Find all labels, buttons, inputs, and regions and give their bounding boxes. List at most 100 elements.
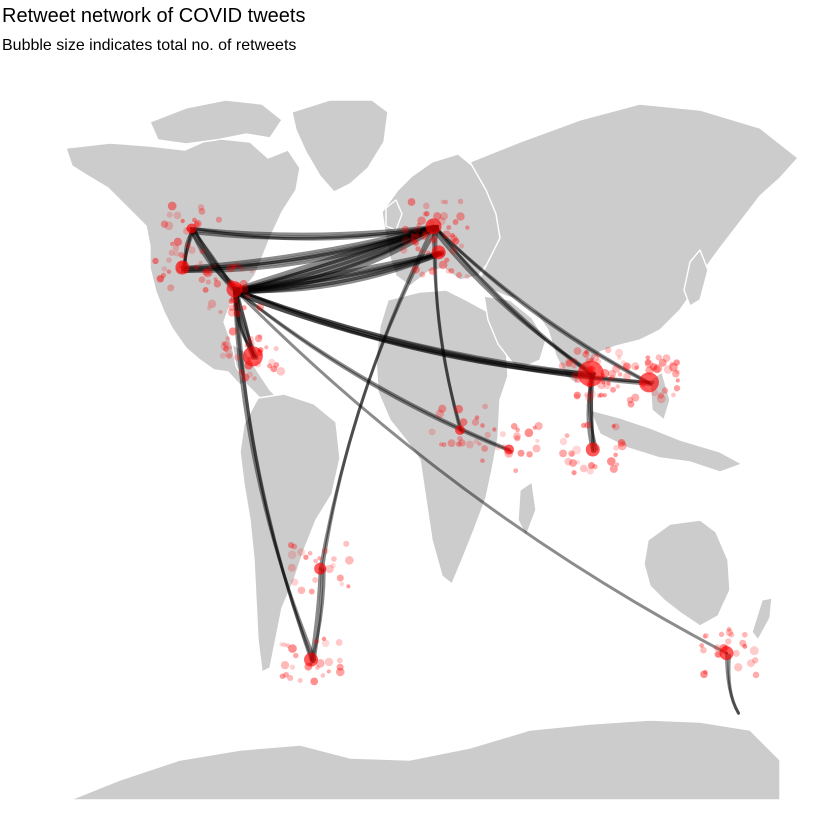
retweet-bubble xyxy=(203,269,212,278)
retweet-bubble xyxy=(573,391,581,399)
retweet-link xyxy=(232,224,440,295)
retweet-bubble xyxy=(584,421,592,429)
retweet-bubble xyxy=(212,263,217,269)
retweet-bubble xyxy=(449,246,458,255)
retweet-bubble xyxy=(645,355,651,361)
page-subtitle: Bubble size indicates total no. of retwe… xyxy=(2,37,297,54)
retweet-bubble xyxy=(268,358,276,366)
retweet-bubble xyxy=(321,547,329,555)
retweet-bubble xyxy=(198,207,206,215)
retweet-bubble xyxy=(669,362,678,372)
retweet-bubble xyxy=(198,260,203,266)
retweet-bubble xyxy=(752,671,760,679)
retweet-bubble xyxy=(499,431,506,438)
retweet-bubble xyxy=(414,233,421,239)
retweet-bubble xyxy=(297,586,306,595)
retweet-bubble xyxy=(173,250,180,257)
retweet-bubble xyxy=(663,365,673,374)
retweet-bubble xyxy=(335,639,343,646)
landmass-arctic-islands xyxy=(149,99,283,145)
retweet-bubble xyxy=(726,627,732,632)
retweet-bubble xyxy=(749,646,759,656)
retweet-bubble xyxy=(439,212,448,221)
retweet-bubble xyxy=(608,376,613,381)
retweet-bubble xyxy=(605,346,612,354)
retweet-bubble xyxy=(661,387,669,394)
retweet-bubble xyxy=(571,372,579,380)
retweet-bubble xyxy=(662,354,671,363)
retweet-bubble xyxy=(244,343,249,348)
retweet-bubble xyxy=(238,265,245,272)
retweet-bubble xyxy=(413,226,421,234)
retweet-link xyxy=(232,287,728,655)
retweet-bubble xyxy=(320,673,326,678)
retweet-bubble xyxy=(480,458,485,463)
retweet-bubble xyxy=(573,393,581,400)
retweet-link xyxy=(180,224,436,269)
retweet-bubble xyxy=(535,438,540,444)
landmass-british-isles xyxy=(385,199,403,231)
retweet-link xyxy=(180,224,438,272)
retweet-bubble xyxy=(232,301,241,310)
retweet-bubble xyxy=(657,392,665,399)
retweet-bubble xyxy=(513,432,521,441)
retweet-bubble xyxy=(449,234,458,243)
retweet-bubble xyxy=(166,211,173,218)
retweet-bubble xyxy=(558,362,566,370)
retweet-bubble xyxy=(442,230,451,239)
retweet-bubble xyxy=(425,228,433,237)
retweet-bubble xyxy=(612,364,621,373)
retweet-bubble xyxy=(215,216,222,223)
retweet-bubble xyxy=(280,660,290,670)
retweet-bubble xyxy=(244,293,251,299)
retweet-bubble xyxy=(725,629,734,637)
retweet-bubble xyxy=(168,249,175,256)
retweet-bubble xyxy=(287,550,297,560)
retweet-bubble xyxy=(572,445,582,455)
retweet-bubble xyxy=(440,199,445,204)
retweet-bubble xyxy=(420,233,428,240)
retweet-bubble xyxy=(465,440,474,449)
retweet-bubble xyxy=(193,264,199,270)
retweet-bubble xyxy=(336,574,344,582)
retweet-link xyxy=(232,250,443,293)
retweet-bubble xyxy=(602,393,607,398)
retweet-bubble xyxy=(672,370,680,378)
retweet-bubble xyxy=(234,262,241,269)
retweet-bubble xyxy=(612,423,620,431)
retweet-bubble xyxy=(611,423,616,429)
retweet-bubble xyxy=(653,364,663,373)
retweet-link xyxy=(232,224,438,293)
retweet-bubble xyxy=(307,550,313,556)
retweet-bubble xyxy=(601,380,606,385)
hub-bubble xyxy=(304,652,319,667)
retweet-bubble xyxy=(429,237,436,245)
retweet-bubble xyxy=(565,359,573,368)
retweet-bubble xyxy=(573,347,582,355)
hub-bubble xyxy=(504,444,515,455)
retweet-bubble xyxy=(213,280,222,288)
retweet-bubble xyxy=(606,381,611,386)
retweet-bubble xyxy=(571,363,577,369)
retweet-bubble xyxy=(270,365,278,373)
retweet-bubble xyxy=(569,452,575,457)
retweet-bubble xyxy=(312,576,319,584)
retweet-link xyxy=(232,291,597,376)
retweet-bubble xyxy=(584,392,589,398)
retweet-bubble xyxy=(226,263,236,273)
page-title: Retweet network of COVID tweets xyxy=(2,5,306,27)
retweet-bubble xyxy=(524,428,534,438)
retweet-bubble xyxy=(514,435,521,442)
landmass-africa xyxy=(375,289,509,585)
retweet-bubble xyxy=(180,218,185,224)
retweet-bubble xyxy=(285,643,291,648)
retweet-bubble xyxy=(464,273,470,280)
hub-bubble xyxy=(455,425,466,435)
retweet-bubble xyxy=(492,427,497,432)
retweet-bubble xyxy=(193,219,202,228)
retweet-bubble xyxy=(455,441,462,447)
retweet-bubble xyxy=(588,462,595,469)
retweet-bubble xyxy=(246,339,255,348)
retweet-bubble xyxy=(276,366,286,376)
